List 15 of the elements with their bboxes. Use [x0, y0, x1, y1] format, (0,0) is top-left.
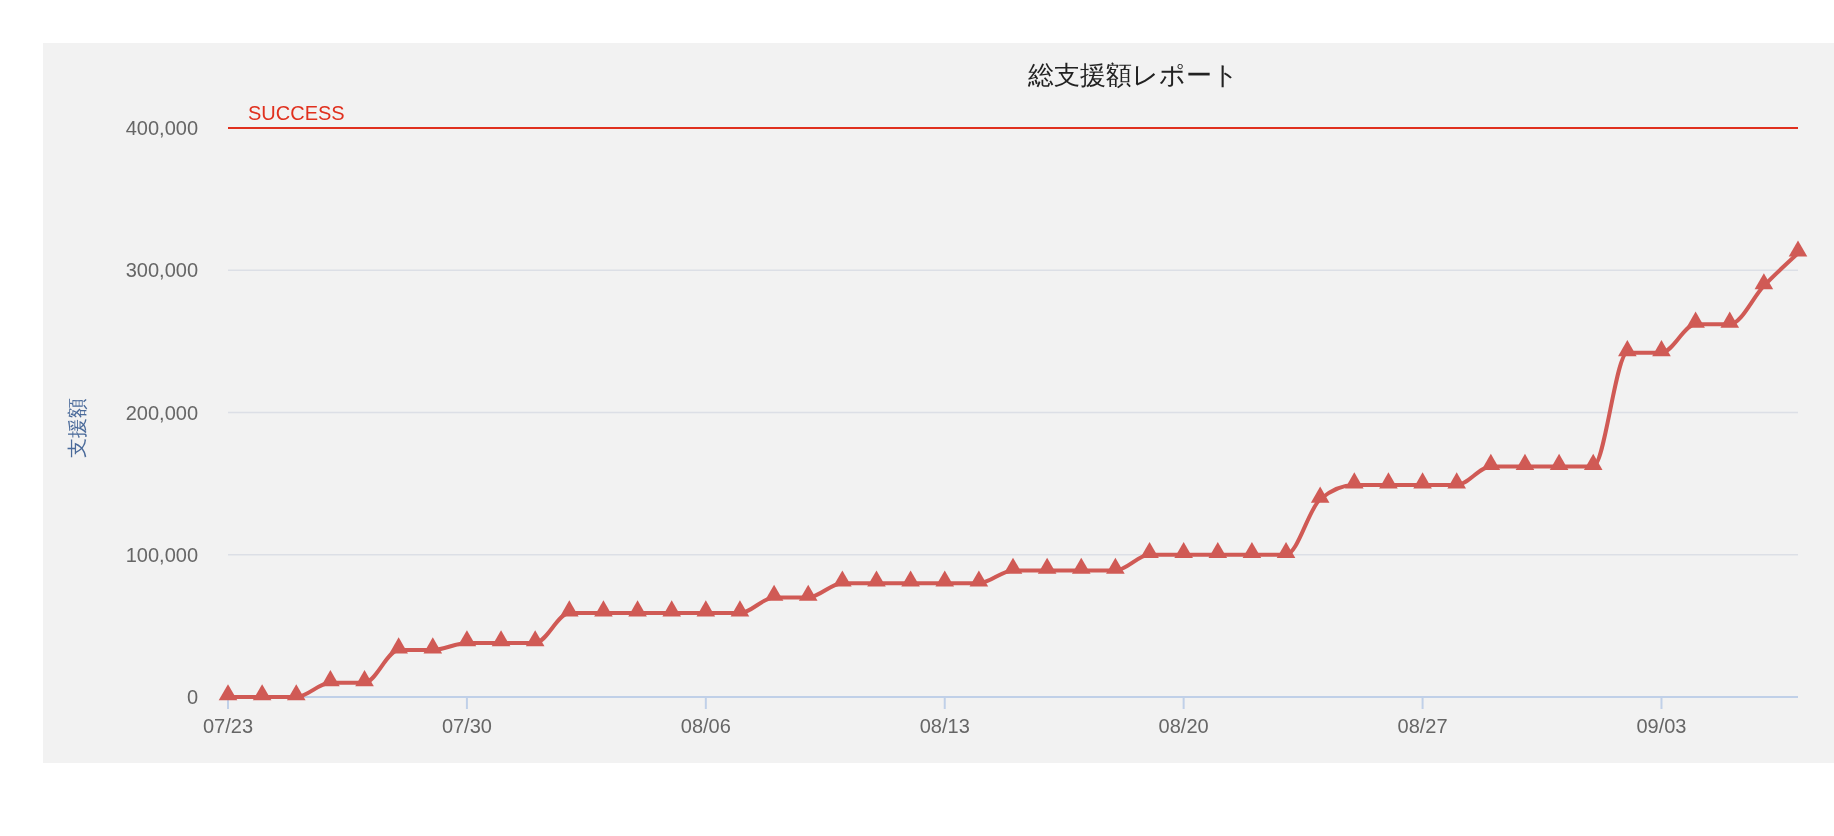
x-tick-label: 08/20	[1158, 715, 1209, 737]
x-tick-label: 08/27	[1397, 715, 1448, 737]
chart-title: 総支援額レポート	[1026, 60, 1239, 90]
y-tick-label: 400,000	[125, 117, 198, 139]
ref-line-label: SUCCESS	[248, 102, 345, 124]
y-tick-label: 0	[186, 686, 198, 708]
x-tick-label: 07/30	[441, 715, 492, 737]
x-tick-label: 07/23	[202, 715, 254, 737]
x-tick-label: 08/06	[680, 715, 731, 737]
y-tick-label: 300,000	[125, 259, 198, 282]
x-tick-label: 09/03	[1636, 715, 1687, 737]
y-axis-title: 支援額	[66, 397, 88, 458]
y-tick-label: 200,000	[125, 401, 198, 424]
y-tick-label: 100,000	[125, 543, 198, 566]
x-tick-label: 08/13	[919, 715, 970, 737]
